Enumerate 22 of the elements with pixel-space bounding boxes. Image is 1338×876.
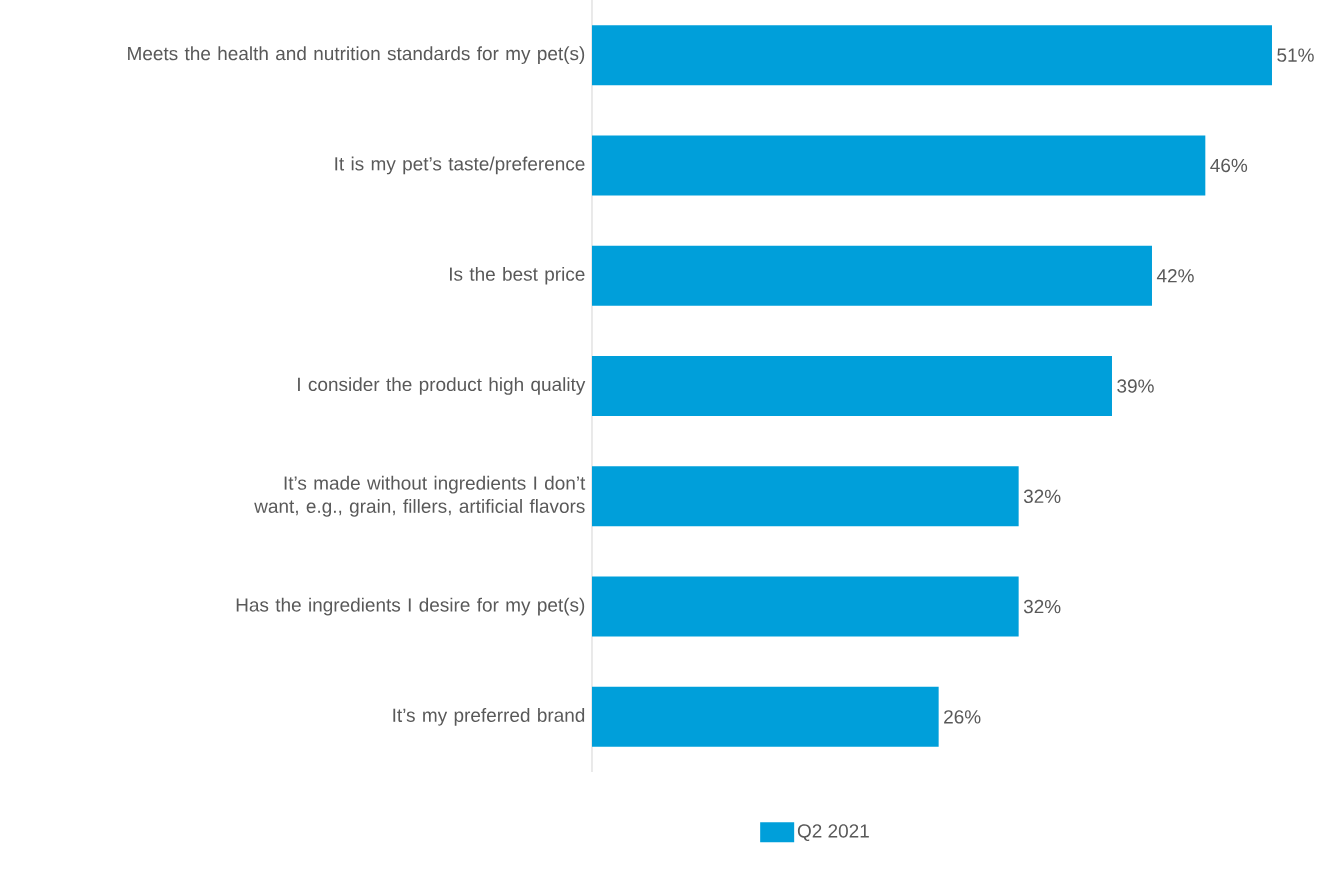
data-label: 46%: [1210, 158, 1248, 173]
data-label: 42%: [1156, 269, 1194, 283]
y-tick-label: Meets the health and nutrition standards for my pet(s): [128, 46, 585, 65]
y-tick-label: Has the ingredients I desire for my pet(s): [236, 597, 585, 616]
data-label: 32%: [1023, 489, 1061, 504]
bar: [591, 686, 939, 747]
data-label: 26%: [944, 710, 981, 724]
y-tick-label: Is the best price: [449, 266, 585, 285]
legend-label: Q2 2021: [797, 824, 869, 842]
y-tick-label: I consider the product high quality: [298, 377, 586, 395]
bar: [591, 356, 1112, 417]
y-tick-label: It’s my preferred brand: [393, 708, 585, 726]
bar: [591, 25, 1272, 86]
bar: [591, 576, 1019, 637]
bar: [591, 466, 1019, 527]
data-label: 39%: [1117, 379, 1154, 393]
y-tick-label: It is my pet’s taste/preference: [335, 156, 585, 175]
data-label: 32%: [1023, 599, 1061, 614]
y-tick-label: It’s made without ingredients I don’t want, e.g., grain, fillers, artificial flavors: [254, 475, 586, 517]
data-label: 51%: [1277, 48, 1314, 62]
bar: [591, 245, 1152, 306]
bar: [591, 135, 1206, 196]
